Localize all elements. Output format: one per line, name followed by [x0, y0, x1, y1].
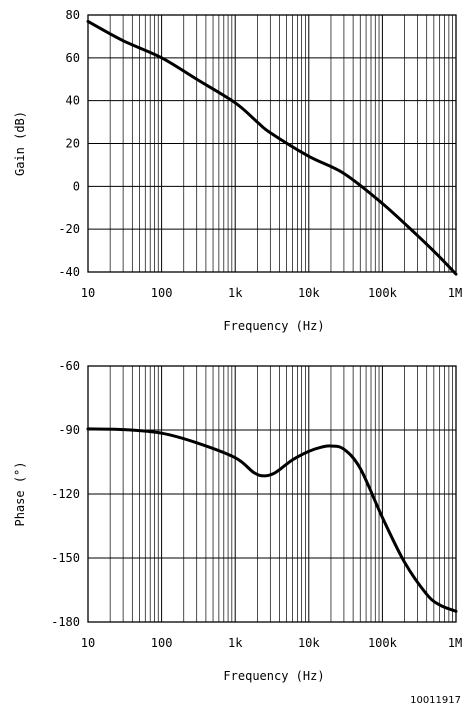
phase-x-axis-label: Frequency (Hz): [223, 669, 324, 683]
phase-y-tick-label: -60: [58, 359, 80, 373]
phase-x-tick-label: 100: [151, 636, 173, 650]
gain-x-tick-label: 10: [81, 286, 95, 300]
gain-x-tick-label: 100k: [368, 286, 398, 300]
phase-y-tick-label: -90: [58, 423, 80, 437]
gain-x-tick-label: 10k: [298, 286, 320, 300]
gain-x-axis-label: Frequency (Hz): [223, 319, 324, 333]
figure-id: 10011917: [410, 695, 461, 706]
gain-plot-frame: [87, 14, 457, 273]
gain-y-tick-label: 60: [66, 51, 80, 65]
phase-plot: 10 100 1k 10k 100k 1M -180 -150 -120 -90 -60 Freque…: [13, 359, 462, 683]
gain-y-tick-label: 20: [66, 137, 80, 151]
phase-x-tick-label: 100k: [368, 636, 398, 650]
phase-y-tick-label: -120: [51, 487, 80, 501]
gain-x-tick-label: 1M: [448, 286, 462, 300]
gain-y-tick-label: 0: [73, 179, 80, 193]
phase-y-tick-label: -150: [51, 551, 80, 565]
phase-x-tick-label: 1k: [228, 636, 243, 650]
gain-y-axis-label: Gain (dB): [13, 111, 27, 176]
gain-y-tick-label: -40: [58, 265, 80, 279]
gain-plot: 10 100 1k 10k 100k 1M -40 -20 0 20 40 60 80 Frequency…: [13, 8, 462, 333]
phase-plot-frame: [87, 365, 457, 623]
gain-x-tick-label: 1k: [228, 286, 243, 300]
gain-x-tick-label: 100: [151, 286, 173, 300]
phase-x-tick-label: 10: [81, 636, 95, 650]
phase-x-tick-label: 10k: [298, 636, 320, 650]
phase-y-axis-label: Phase (°): [13, 461, 27, 526]
gain-y-tick-label: 40: [66, 94, 80, 108]
gain-y-tick-label: -20: [58, 222, 80, 236]
phase-x-tick-label: 1M: [448, 636, 462, 650]
gain-y-tick-label: 80: [66, 8, 80, 22]
phase-curve: [86, 427, 458, 613]
gain-curve: [86, 19, 458, 276]
phase-y-tick-label: -180: [51, 615, 80, 629]
